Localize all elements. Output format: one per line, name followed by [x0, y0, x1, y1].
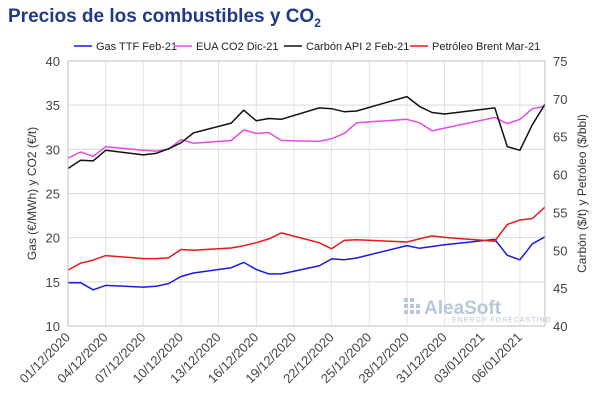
y-right-tick-label: 50 [553, 243, 567, 258]
y-left-tick-label: 35 [46, 98, 60, 113]
legend-label: Gas TTF Feb-21 [96, 41, 177, 53]
y-right-tick-label: 70 [553, 92, 567, 107]
legend-label: Petróleo Brent Mar-21 [432, 41, 540, 53]
watermark-brand: AleaSoft [424, 298, 502, 319]
y-right-tick-label: 65 [553, 130, 567, 145]
legend: Gas TTF Feb-21 EUA CO2 Dic-21 Carbón API 2… [74, 41, 540, 53]
axes: 10152025303540404550556065707501/12/2020… [16, 54, 589, 386]
y-left-tick-label: 10 [46, 319, 60, 334]
series-line-1 [67, 105, 546, 159]
legend-label: Carbón API 2 Feb-21 [306, 41, 409, 53]
legend-label: EUA CO2 Dic-21 [196, 41, 279, 53]
watermark: AleaSoft ENERGY FORECASTING [404, 298, 552, 324]
y-right-tick-label: 55 [553, 205, 567, 220]
y-left-tick-label: 15 [46, 275, 60, 290]
chart-title: Precios de los combustibles y CO2 [8, 6, 321, 30]
y-left-tick-label: 40 [46, 54, 60, 69]
y-left-axis-label: Gas (€/MWh) y CO2 (€/t) [25, 127, 39, 260]
y-right-tick-label: 45 [553, 281, 567, 296]
chart-title-text: Precios de los combustibles y CO [8, 6, 315, 27]
y-right-tick-label: 40 [553, 319, 567, 334]
plot-frame [67, 60, 546, 327]
series-line-2 [67, 95, 546, 170]
y-left-tick-label: 30 [46, 142, 60, 157]
y-left-tick-label: 20 [46, 231, 60, 246]
y-right-axis-label: Carbón ($/t) y Petróleo ($/bbl) [575, 114, 589, 273]
series-lines [67, 95, 546, 291]
y-left-tick-label: 25 [46, 187, 60, 202]
watermark-tagline: ENERGY FORECASTING [452, 317, 552, 324]
y-right-tick-label: 75 [553, 54, 567, 69]
grid-lines [67, 60, 545, 327]
y-right-tick-label: 60 [553, 168, 567, 183]
chart-title-subscript: 2 [314, 15, 321, 30]
series-line-3 [67, 206, 546, 271]
watermark-logo-icon [404, 298, 420, 314]
series-line-0 [68, 236, 546, 291]
